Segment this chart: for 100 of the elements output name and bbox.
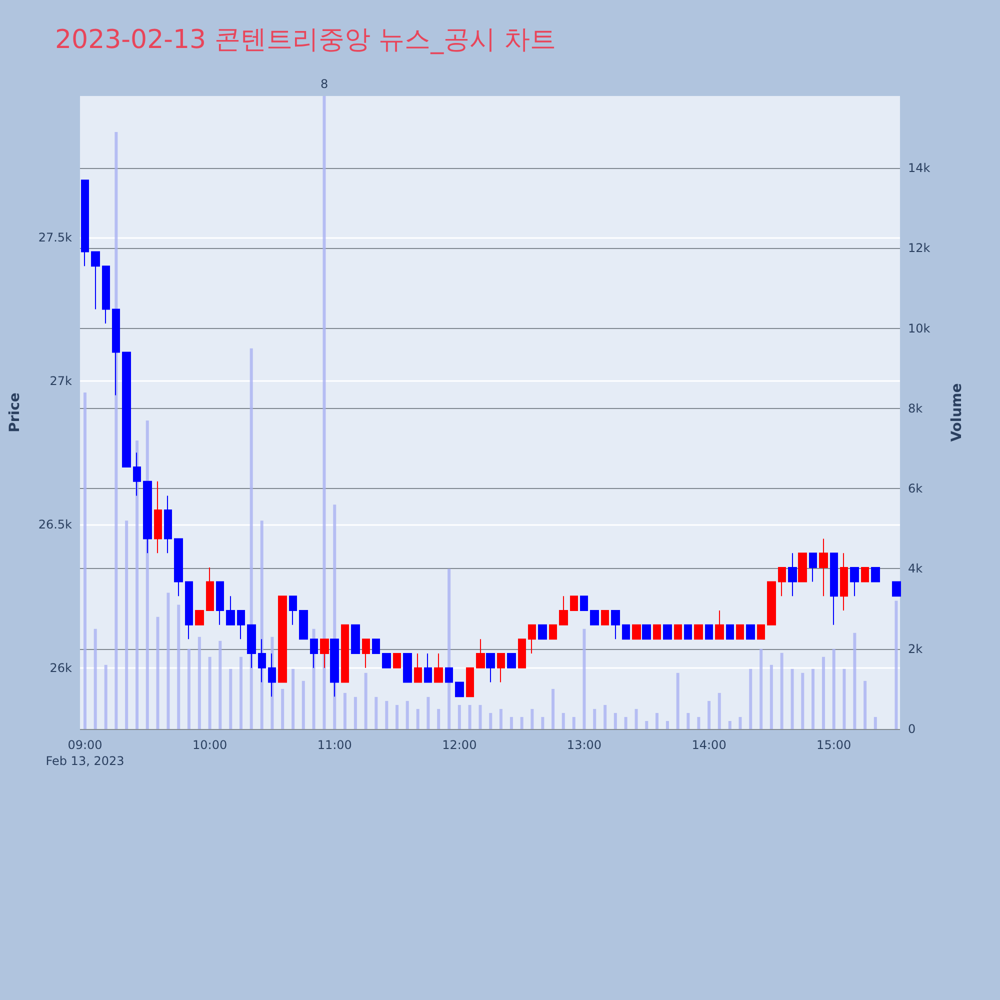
candlestick bbox=[133, 452, 141, 496]
candlestick bbox=[403, 653, 412, 683]
bar bbox=[832, 648, 836, 729]
y2-tick-label: 4k bbox=[908, 562, 923, 576]
bar bbox=[198, 636, 201, 729]
candlestick bbox=[330, 638, 339, 698]
bar bbox=[593, 708, 596, 729]
bar bbox=[760, 648, 763, 729]
candlestick bbox=[247, 624, 256, 668]
bar bbox=[468, 704, 472, 729]
bar bbox=[530, 708, 534, 729]
chart-title: 2023-02-13 콘텐트리중앙 뉴스_공시 차트 bbox=[55, 25, 556, 55]
bar bbox=[437, 708, 440, 729]
candlestick bbox=[570, 596, 578, 611]
y2-tick-label: 6k bbox=[908, 482, 923, 496]
candlestick bbox=[497, 653, 505, 683]
candlestick bbox=[206, 566, 214, 611]
bar bbox=[812, 668, 815, 729]
candlestick bbox=[632, 624, 641, 640]
bar bbox=[448, 568, 451, 729]
bar bbox=[645, 720, 648, 729]
y2-tick-label: 0 bbox=[908, 722, 916, 736]
candlestick bbox=[798, 552, 807, 582]
candlestick bbox=[757, 624, 765, 640]
bar bbox=[94, 628, 97, 729]
candlestick bbox=[861, 566, 869, 582]
bar bbox=[572, 716, 576, 729]
bar bbox=[770, 664, 773, 729]
candlestick bbox=[538, 624, 547, 640]
candlestick bbox=[434, 653, 443, 683]
candlestick bbox=[486, 653, 495, 683]
candlestick bbox=[299, 610, 308, 640]
candlestick bbox=[362, 638, 370, 668]
bar bbox=[292, 668, 295, 729]
y-tick-label: 27.5k bbox=[38, 230, 72, 244]
candlestick bbox=[715, 610, 724, 640]
x-tick-label: 10:00 bbox=[192, 738, 228, 752]
bar bbox=[582, 628, 586, 729]
candlestick bbox=[237, 610, 245, 640]
bar bbox=[864, 680, 867, 729]
candlestick bbox=[216, 581, 224, 626]
bar bbox=[322, 96, 326, 729]
candlestick bbox=[278, 596, 287, 683]
candlestick bbox=[112, 308, 120, 396]
bar bbox=[697, 716, 700, 729]
bar bbox=[136, 440, 139, 729]
candlestick bbox=[590, 610, 599, 626]
y2-tick-label: 10k bbox=[908, 321, 930, 336]
y2-tick-label: 8k bbox=[908, 401, 923, 416]
x-tick-label: 09:00 Feb 13, 2023 bbox=[46, 738, 124, 768]
candlestick bbox=[143, 480, 152, 554]
bar bbox=[114, 132, 118, 729]
bar bbox=[229, 668, 232, 729]
y2-tick-label: 2k bbox=[908, 642, 923, 656]
x-tick-label: 13:00 bbox=[566, 738, 602, 752]
y2-axis-title: Volume bbox=[949, 383, 965, 442]
bar bbox=[655, 712, 658, 729]
candlestick bbox=[518, 638, 526, 668]
bar bbox=[396, 704, 399, 729]
bar bbox=[406, 700, 409, 729]
bar bbox=[354, 696, 357, 729]
candlestick bbox=[341, 624, 349, 683]
bar bbox=[874, 716, 877, 729]
y-tick-label: 26.5k bbox=[38, 517, 72, 532]
bar bbox=[894, 600, 898, 729]
bar bbox=[738, 716, 742, 729]
candlestick bbox=[746, 624, 755, 640]
candlestick bbox=[788, 552, 797, 597]
bar bbox=[718, 692, 721, 729]
bar bbox=[343, 692, 346, 729]
bar bbox=[604, 704, 607, 729]
candlestick bbox=[850, 566, 859, 597]
candlestick bbox=[81, 180, 89, 267]
bar bbox=[83, 392, 86, 729]
candlestick bbox=[122, 352, 131, 468]
x-tick-label: 11:00 bbox=[317, 738, 352, 752]
candlestick bbox=[466, 667, 474, 698]
candlestick bbox=[726, 624, 734, 640]
x-tick-label: 12:00 bbox=[442, 738, 477, 752]
bar bbox=[416, 708, 420, 729]
bar bbox=[478, 704, 482, 729]
candlestick bbox=[736, 624, 744, 640]
bar bbox=[489, 712, 492, 729]
candlestick bbox=[507, 653, 516, 668]
bar bbox=[624, 716, 628, 729]
candlestick bbox=[819, 538, 828, 597]
bar bbox=[177, 604, 180, 729]
bar bbox=[708, 700, 711, 729]
candlestick bbox=[351, 624, 360, 654]
bar bbox=[676, 672, 680, 729]
bar bbox=[541, 716, 544, 729]
bar bbox=[166, 592, 170, 729]
candlestick bbox=[830, 552, 838, 626]
bar bbox=[250, 348, 253, 729]
candlestick bbox=[414, 653, 422, 683]
candlestick bbox=[694, 624, 703, 640]
bar bbox=[302, 680, 305, 729]
candlestick bbox=[622, 624, 630, 640]
x-tick-label: 15:00 bbox=[816, 738, 852, 752]
candlestick bbox=[174, 538, 183, 597]
